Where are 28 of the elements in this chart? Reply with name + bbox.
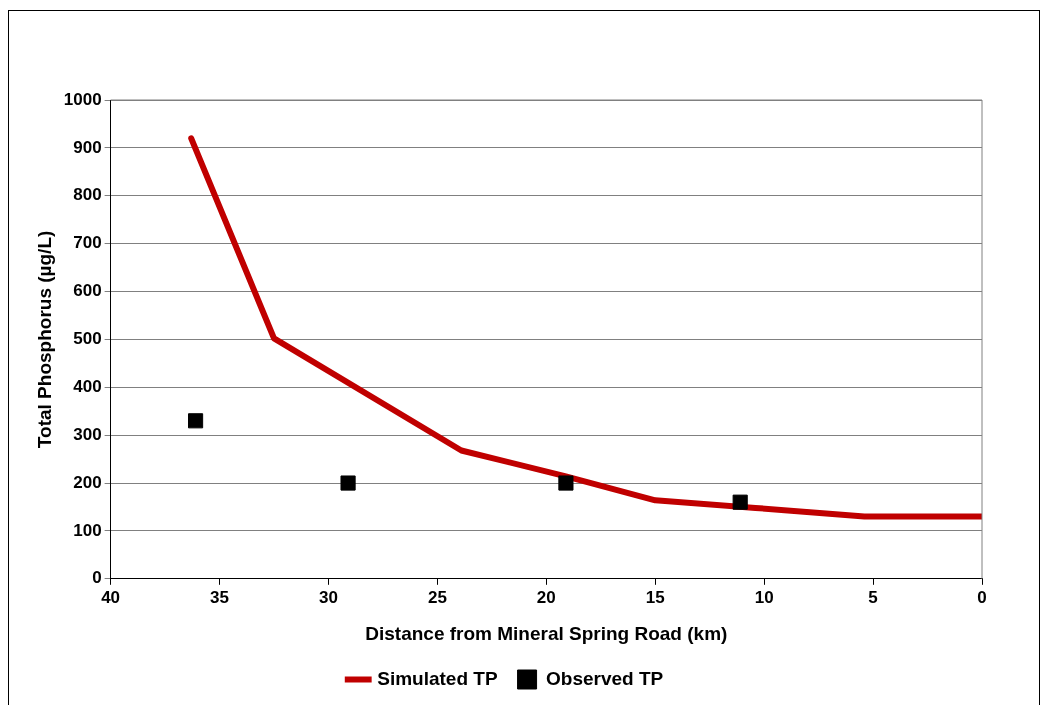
- y-tick-label: 0: [92, 568, 102, 588]
- y-tick-label: 800: [73, 185, 102, 205]
- x-tick-label: 25: [427, 587, 447, 607]
- y-tick-label: 400: [73, 376, 102, 396]
- y-tick-label: 300: [73, 424, 102, 444]
- x-tick-label: 10: [754, 587, 774, 607]
- x-tick-label: 5: [868, 587, 878, 607]
- legend-label: Observed TP: [546, 667, 664, 689]
- x-tick-label: 0: [977, 587, 987, 607]
- x-tick-label: 20: [536, 587, 556, 607]
- y-tick-label: 200: [73, 472, 102, 492]
- point: [188, 413, 204, 429]
- y-tick-label: 1000: [63, 89, 102, 109]
- point: [340, 475, 356, 491]
- x-axis-title: Distance from Mineral Spring Road (km): [365, 622, 728, 644]
- x-tick-label: 15: [645, 587, 665, 607]
- x-tick-label: 30: [319, 587, 338, 607]
- point: [558, 475, 574, 491]
- x-tick-label: 35: [210, 587, 229, 607]
- y-tick-label: 900: [73, 137, 102, 157]
- x-tick-label: 40: [101, 587, 121, 607]
- point: [732, 494, 748, 510]
- y-axis-title: Total Phosphorus (µg/L): [33, 230, 55, 449]
- y-tick-label: 500: [73, 329, 102, 349]
- legend-label: Simulated TP: [377, 667, 498, 689]
- y-tick-label: 100: [73, 520, 102, 540]
- y-tick-label: 600: [73, 281, 102, 301]
- y-tick-label: 700: [73, 233, 102, 253]
